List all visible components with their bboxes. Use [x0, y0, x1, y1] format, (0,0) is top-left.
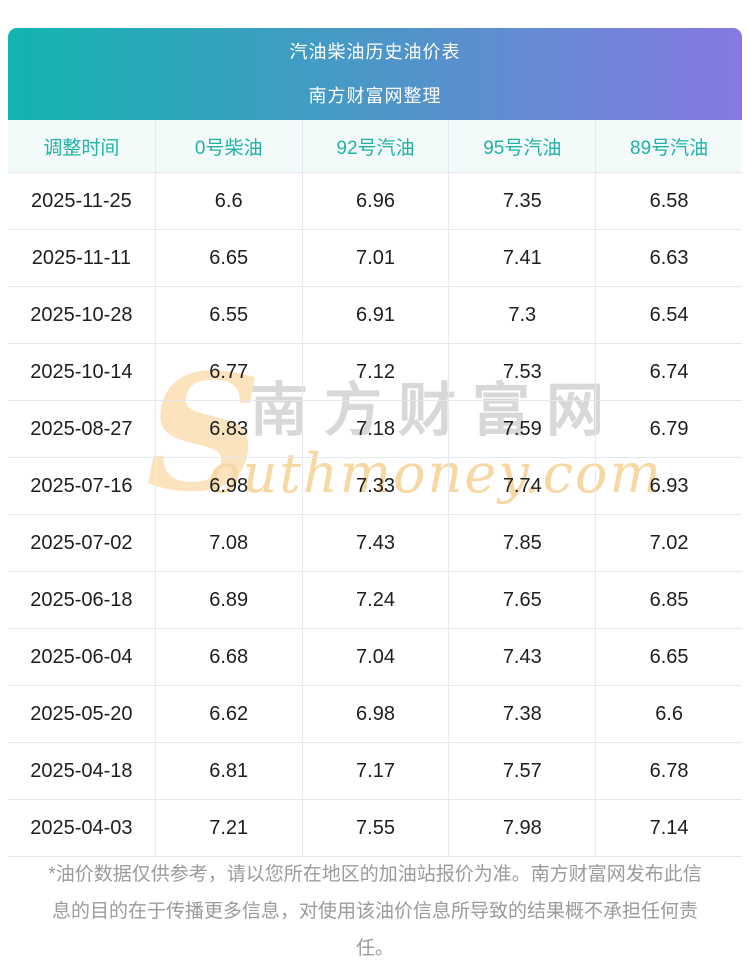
price-cell-0-diesel: 7.08 — [154, 515, 302, 571]
page-title: 汽油柴油历史油价表 — [289, 42, 461, 62]
price-cell-92-gasoline: 7.01 — [301, 230, 449, 286]
price-cell-95-gasoline: 7.65 — [448, 572, 595, 628]
price-cell-92-gasoline: 7.43 — [301, 515, 449, 571]
price-cell-89-gasoline: 6.63 — [595, 230, 742, 286]
price-cell-92-gasoline: 7.12 — [301, 344, 449, 400]
price-cell-92-gasoline: 6.98 — [301, 686, 449, 742]
date-cell: 2025-11-25 — [30, 189, 132, 212]
price-cell-89-gasoline: 6.78 — [595, 743, 742, 799]
table-row: 2025-08-27 6.83 7.18 7.59 6.79 — [8, 400, 742, 457]
price-cell-89-gasoline: 6.65 — [595, 629, 742, 685]
price-cell-95-gasoline: 7.3 — [448, 287, 595, 343]
table-row: 2025-06-18 6.89 7.24 7.65 6.85 — [8, 571, 742, 628]
date-cell: 2025-07-16 — [30, 474, 133, 497]
price-cell-95-gasoline: 7.57 — [448, 743, 595, 799]
price-cell-0-diesel: 7.21 — [154, 800, 302, 856]
column-header-92-gasoline: 92号汽油 — [301, 120, 449, 172]
price-cell-95-gasoline: 7.41 — [448, 230, 595, 286]
price-cell-92-gasoline: 7.04 — [301, 629, 449, 685]
date-cell: 2025-04-03 — [30, 816, 133, 839]
date-cell: 2025-11-11 — [31, 246, 132, 269]
price-cell-89-gasoline: 7.14 — [595, 800, 742, 856]
price-cell-95-gasoline: 7.85 — [448, 515, 595, 571]
price-cell-92-gasoline: 6.96 — [301, 173, 449, 229]
price-cell-0-diesel: 6.55 — [154, 287, 302, 343]
column-header-0-diesel: 0号柴油 — [154, 120, 302, 172]
column-header-89-gasoline: 89号汽油 — [595, 120, 742, 172]
price-cell-89-gasoline: 6.58 — [595, 173, 742, 229]
price-cell-0-diesel: 6.68 — [154, 629, 302, 685]
price-cell-89-gasoline: 6.93 — [595, 458, 742, 514]
table-row: 2025-11-25 6.6 6.96 7.35 6.58 — [8, 172, 742, 229]
price-cell-89-gasoline: 7.02 — [595, 515, 742, 571]
table-row: 2025-04-18 6.81 7.17 7.57 6.78 — [8, 742, 742, 799]
price-cell-0-diesel: 6.81 — [154, 743, 302, 799]
price-cell-89-gasoline: 6.79 — [595, 401, 742, 457]
price-cell-95-gasoline: 7.59 — [448, 401, 595, 457]
date-cell: 2025-10-28 — [30, 303, 133, 326]
title-band: 汽油柴油历史油价表 南方财富网整理 — [8, 28, 742, 120]
table-header-row: 调整时间 0号柴油 92号汽油 95号汽油 89号汽油 — [8, 120, 742, 172]
price-cell-0-diesel: 6.77 — [154, 344, 302, 400]
date-cell: 2025-08-27 — [30, 417, 133, 440]
table-row: 2025-07-02 7.08 7.43 7.85 7.02 — [8, 514, 742, 571]
price-cell-92-gasoline: 7.55 — [301, 800, 449, 856]
price-cell-0-diesel: 6.83 — [154, 401, 302, 457]
table-row: 2025-06-04 6.68 7.04 7.43 6.65 — [8, 628, 742, 685]
date-cell: 2025-05-20 — [30, 702, 133, 725]
table-body: 2025-11-25 6.6 6.96 7.35 6.58 2025-11-11… — [8, 172, 742, 857]
column-header-adjust-date: 调整时间 — [43, 137, 120, 159]
disclaimer-text: *油价数据仅供参考，请以您所在地区的加油站报价为准。南方财富网发布此信息的目的在… — [48, 864, 702, 959]
oil-price-table: 调整时间 0号柴油 92号汽油 95号汽油 89号汽油 2025-11-25 6… — [8, 120, 742, 857]
price-cell-95-gasoline: 7.98 — [448, 800, 595, 856]
price-cell-0-diesel: 6.6 — [154, 173, 302, 229]
table-row: 2025-05-20 6.62 6.98 7.38 6.6 — [8, 685, 742, 742]
price-cell-0-diesel: 6.89 — [154, 572, 302, 628]
table-row: 2025-10-14 6.77 7.12 7.53 6.74 — [8, 343, 742, 400]
price-cell-95-gasoline: 7.43 — [448, 629, 595, 685]
date-cell: 2025-04-18 — [30, 759, 133, 782]
price-cell-89-gasoline: 6.85 — [595, 572, 742, 628]
table-row: 2025-11-11 6.65 7.01 7.41 6.63 — [8, 229, 742, 286]
price-cell-95-gasoline: 7.74 — [448, 458, 595, 514]
price-cell-89-gasoline: 6.74 — [595, 344, 742, 400]
price-cell-95-gasoline: 7.38 — [448, 686, 595, 742]
date-cell: 2025-06-18 — [30, 588, 133, 611]
price-cell-92-gasoline: 7.17 — [301, 743, 449, 799]
date-cell: 2025-06-04 — [30, 645, 133, 668]
table-row: 2025-07-16 6.98 7.33 7.74 6.93 — [8, 457, 742, 514]
price-cell-0-diesel: 6.62 — [154, 686, 302, 742]
price-cell-92-gasoline: 7.33 — [301, 458, 449, 514]
price-cell-0-diesel: 6.98 — [154, 458, 302, 514]
price-cell-92-gasoline: 7.24 — [301, 572, 449, 628]
price-cell-92-gasoline: 7.18 — [301, 401, 449, 457]
table-row: 2025-10-28 6.55 6.91 7.3 6.54 — [8, 286, 742, 343]
column-header-95-gasoline: 95号汽油 — [448, 120, 595, 172]
price-cell-0-diesel: 6.65 — [154, 230, 302, 286]
table-row: 2025-04-03 7.21 7.55 7.98 7.14 — [8, 799, 742, 857]
price-cell-92-gasoline: 6.91 — [301, 287, 449, 343]
price-cell-89-gasoline: 6.54 — [595, 287, 742, 343]
page-subtitle: 南方财富网整理 — [308, 86, 442, 106]
date-cell: 2025-10-14 — [30, 360, 133, 383]
date-cell: 2025-07-02 — [30, 531, 133, 554]
price-cell-95-gasoline: 7.35 — [448, 173, 595, 229]
price-cell-89-gasoline: 6.6 — [595, 686, 742, 742]
price-cell-95-gasoline: 7.53 — [448, 344, 595, 400]
